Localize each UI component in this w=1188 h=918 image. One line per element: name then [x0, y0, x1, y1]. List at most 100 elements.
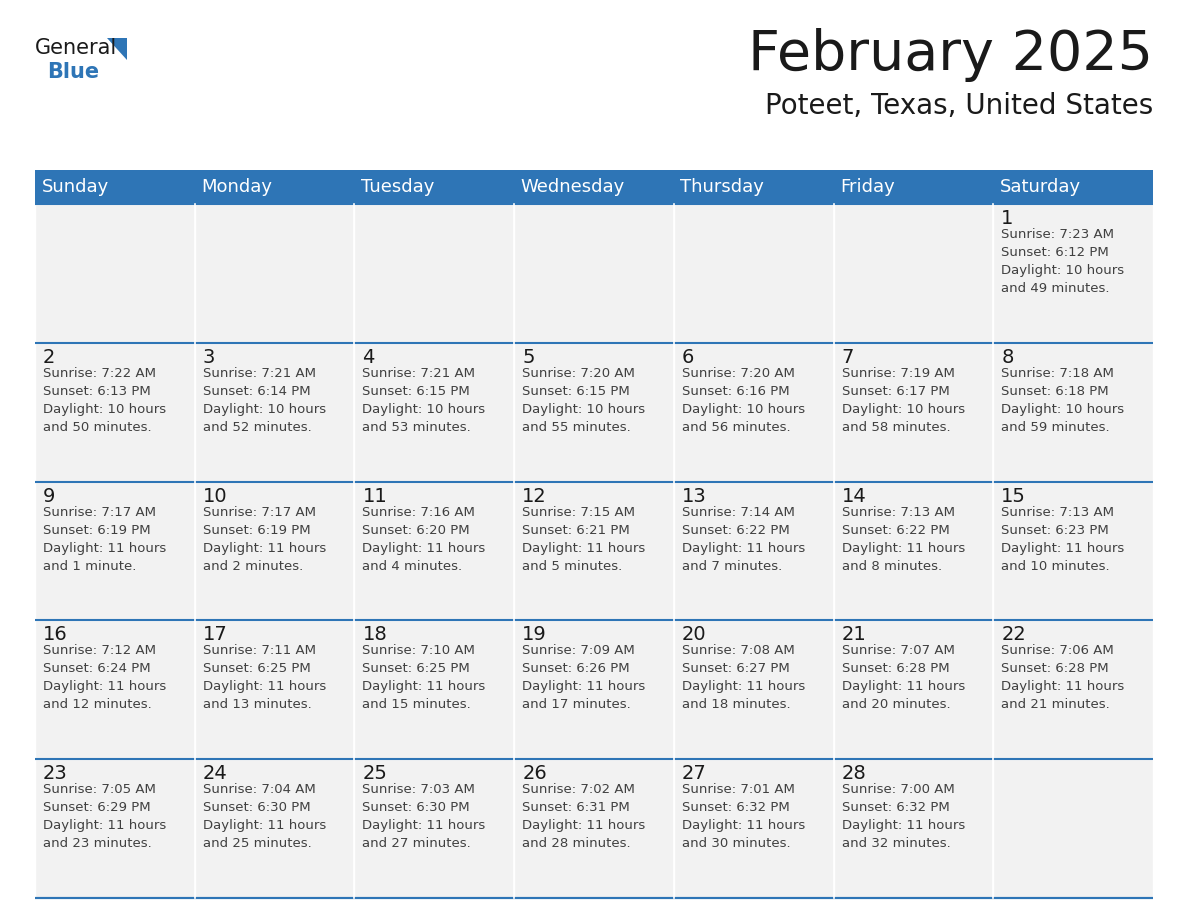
Text: 7: 7 [841, 348, 854, 367]
Bar [195, 170, 354, 204]
Text: 13: 13 [682, 487, 707, 506]
Bar [993, 621, 1154, 759]
Bar [993, 204, 1154, 342]
Bar [514, 170, 674, 204]
Bar [514, 204, 674, 342]
Text: Sunrise: 7:14 AM
Sunset: 6:22 PM
Daylight: 11 hours
and 7 minutes.: Sunrise: 7:14 AM Sunset: 6:22 PM Dayligh… [682, 506, 805, 573]
Bar [514, 759, 674, 898]
Bar [674, 342, 834, 482]
Bar [993, 482, 1154, 621]
Text: Sunrise: 7:09 AM
Sunset: 6:26 PM
Daylight: 11 hours
and 17 minutes.: Sunrise: 7:09 AM Sunset: 6:26 PM Dayligh… [523, 644, 645, 711]
Text: Saturday: Saturday [999, 178, 1081, 196]
Text: Sunrise: 7:17 AM
Sunset: 6:19 PM
Daylight: 11 hours
and 1 minute.: Sunrise: 7:17 AM Sunset: 6:19 PM Dayligh… [43, 506, 166, 573]
Bar [195, 482, 354, 621]
Bar [674, 170, 834, 204]
Bar [354, 759, 514, 898]
Bar [195, 759, 354, 898]
Bar [354, 621, 514, 759]
Text: 23: 23 [43, 764, 68, 783]
Bar [674, 759, 834, 898]
Text: 4: 4 [362, 348, 374, 367]
Text: 25: 25 [362, 764, 387, 783]
Text: Sunrise: 7:23 AM
Sunset: 6:12 PM
Daylight: 10 hours
and 49 minutes.: Sunrise: 7:23 AM Sunset: 6:12 PM Dayligh… [1001, 228, 1124, 295]
Text: Tuesday: Tuesday [361, 178, 434, 196]
Text: Sunrise: 7:01 AM
Sunset: 6:32 PM
Daylight: 11 hours
and 30 minutes.: Sunrise: 7:01 AM Sunset: 6:32 PM Dayligh… [682, 783, 805, 850]
Text: 18: 18 [362, 625, 387, 644]
Text: 16: 16 [43, 625, 68, 644]
Text: Friday: Friday [840, 178, 895, 196]
Text: Sunrise: 7:19 AM
Sunset: 6:17 PM
Daylight: 10 hours
and 58 minutes.: Sunrise: 7:19 AM Sunset: 6:17 PM Dayligh… [841, 367, 965, 434]
Text: Sunday: Sunday [42, 178, 108, 196]
Text: Monday: Monday [201, 178, 272, 196]
Text: Sunrise: 7:12 AM
Sunset: 6:24 PM
Daylight: 11 hours
and 12 minutes.: Sunrise: 7:12 AM Sunset: 6:24 PM Dayligh… [43, 644, 166, 711]
Text: Poteet, Texas, United States: Poteet, Texas, United States [765, 92, 1154, 120]
Text: Blue: Blue [48, 62, 99, 82]
Text: 14: 14 [841, 487, 866, 506]
Text: 1: 1 [1001, 209, 1013, 228]
Text: Sunrise: 7:16 AM
Sunset: 6:20 PM
Daylight: 11 hours
and 4 minutes.: Sunrise: 7:16 AM Sunset: 6:20 PM Dayligh… [362, 506, 486, 573]
Bar [834, 342, 993, 482]
Bar [195, 621, 354, 759]
Text: Sunrise: 7:13 AM
Sunset: 6:23 PM
Daylight: 11 hours
and 10 minutes.: Sunrise: 7:13 AM Sunset: 6:23 PM Dayligh… [1001, 506, 1125, 573]
Text: Sunrise: 7:05 AM
Sunset: 6:29 PM
Daylight: 11 hours
and 23 minutes.: Sunrise: 7:05 AM Sunset: 6:29 PM Dayligh… [43, 783, 166, 850]
Text: 20: 20 [682, 625, 707, 644]
Text: 27: 27 [682, 764, 707, 783]
Text: Sunrise: 7:21 AM
Sunset: 6:15 PM
Daylight: 10 hours
and 53 minutes.: Sunrise: 7:21 AM Sunset: 6:15 PM Dayligh… [362, 367, 486, 434]
Text: Sunrise: 7:21 AM
Sunset: 6:14 PM
Daylight: 10 hours
and 52 minutes.: Sunrise: 7:21 AM Sunset: 6:14 PM Dayligh… [203, 367, 326, 434]
Text: Sunrise: 7:18 AM
Sunset: 6:18 PM
Daylight: 10 hours
and 59 minutes.: Sunrise: 7:18 AM Sunset: 6:18 PM Dayligh… [1001, 367, 1124, 434]
Bar [195, 342, 354, 482]
Bar [993, 170, 1154, 204]
Text: 12: 12 [523, 487, 546, 506]
Text: Sunrise: 7:20 AM
Sunset: 6:16 PM
Daylight: 10 hours
and 56 minutes.: Sunrise: 7:20 AM Sunset: 6:16 PM Dayligh… [682, 367, 805, 434]
Bar [34, 482, 195, 621]
Text: February 2025: February 2025 [748, 28, 1154, 82]
Bar [34, 342, 195, 482]
Text: 2: 2 [43, 348, 56, 367]
Text: General: General [34, 38, 118, 58]
Text: Wednesday: Wednesday [520, 178, 625, 196]
Bar [514, 621, 674, 759]
Bar [993, 759, 1154, 898]
Text: 28: 28 [841, 764, 866, 783]
Bar [34, 170, 195, 204]
Text: Sunrise: 7:17 AM
Sunset: 6:19 PM
Daylight: 11 hours
and 2 minutes.: Sunrise: 7:17 AM Sunset: 6:19 PM Dayligh… [203, 506, 326, 573]
Text: 19: 19 [523, 625, 546, 644]
Text: Sunrise: 7:15 AM
Sunset: 6:21 PM
Daylight: 11 hours
and 5 minutes.: Sunrise: 7:15 AM Sunset: 6:21 PM Dayligh… [523, 506, 645, 573]
Bar [514, 342, 674, 482]
Text: Sunrise: 7:13 AM
Sunset: 6:22 PM
Daylight: 11 hours
and 8 minutes.: Sunrise: 7:13 AM Sunset: 6:22 PM Dayligh… [841, 506, 965, 573]
Text: 9: 9 [43, 487, 56, 506]
Text: Sunrise: 7:20 AM
Sunset: 6:15 PM
Daylight: 10 hours
and 55 minutes.: Sunrise: 7:20 AM Sunset: 6:15 PM Dayligh… [523, 367, 645, 434]
Text: Thursday: Thursday [681, 178, 764, 196]
Text: 8: 8 [1001, 348, 1013, 367]
Bar [834, 204, 993, 342]
Text: Sunrise: 7:06 AM
Sunset: 6:28 PM
Daylight: 11 hours
and 21 minutes.: Sunrise: 7:06 AM Sunset: 6:28 PM Dayligh… [1001, 644, 1125, 711]
Bar [834, 759, 993, 898]
Text: Sunrise: 7:22 AM
Sunset: 6:13 PM
Daylight: 10 hours
and 50 minutes.: Sunrise: 7:22 AM Sunset: 6:13 PM Dayligh… [43, 367, 166, 434]
Text: 24: 24 [203, 764, 227, 783]
Bar [993, 342, 1154, 482]
Text: 21: 21 [841, 625, 866, 644]
Text: Sunrise: 7:10 AM
Sunset: 6:25 PM
Daylight: 11 hours
and 15 minutes.: Sunrise: 7:10 AM Sunset: 6:25 PM Dayligh… [362, 644, 486, 711]
Bar [674, 204, 834, 342]
Text: 26: 26 [523, 764, 546, 783]
Text: 6: 6 [682, 348, 694, 367]
Bar [354, 342, 514, 482]
Text: Sunrise: 7:07 AM
Sunset: 6:28 PM
Daylight: 11 hours
and 20 minutes.: Sunrise: 7:07 AM Sunset: 6:28 PM Dayligh… [841, 644, 965, 711]
Bar [674, 482, 834, 621]
Bar [34, 621, 195, 759]
Bar [34, 204, 195, 342]
Text: 15: 15 [1001, 487, 1026, 506]
Text: 10: 10 [203, 487, 227, 506]
Text: 11: 11 [362, 487, 387, 506]
Bar [354, 482, 514, 621]
Bar [834, 621, 993, 759]
Bar [354, 204, 514, 342]
Bar [354, 170, 514, 204]
Text: 3: 3 [203, 348, 215, 367]
Text: 5: 5 [523, 348, 535, 367]
Text: 17: 17 [203, 625, 227, 644]
Text: Sunrise: 7:11 AM
Sunset: 6:25 PM
Daylight: 11 hours
and 13 minutes.: Sunrise: 7:11 AM Sunset: 6:25 PM Dayligh… [203, 644, 326, 711]
Text: Sunrise: 7:02 AM
Sunset: 6:31 PM
Daylight: 11 hours
and 28 minutes.: Sunrise: 7:02 AM Sunset: 6:31 PM Dayligh… [523, 783, 645, 850]
Text: Sunrise: 7:00 AM
Sunset: 6:32 PM
Daylight: 11 hours
and 32 minutes.: Sunrise: 7:00 AM Sunset: 6:32 PM Dayligh… [841, 783, 965, 850]
Text: 22: 22 [1001, 625, 1026, 644]
